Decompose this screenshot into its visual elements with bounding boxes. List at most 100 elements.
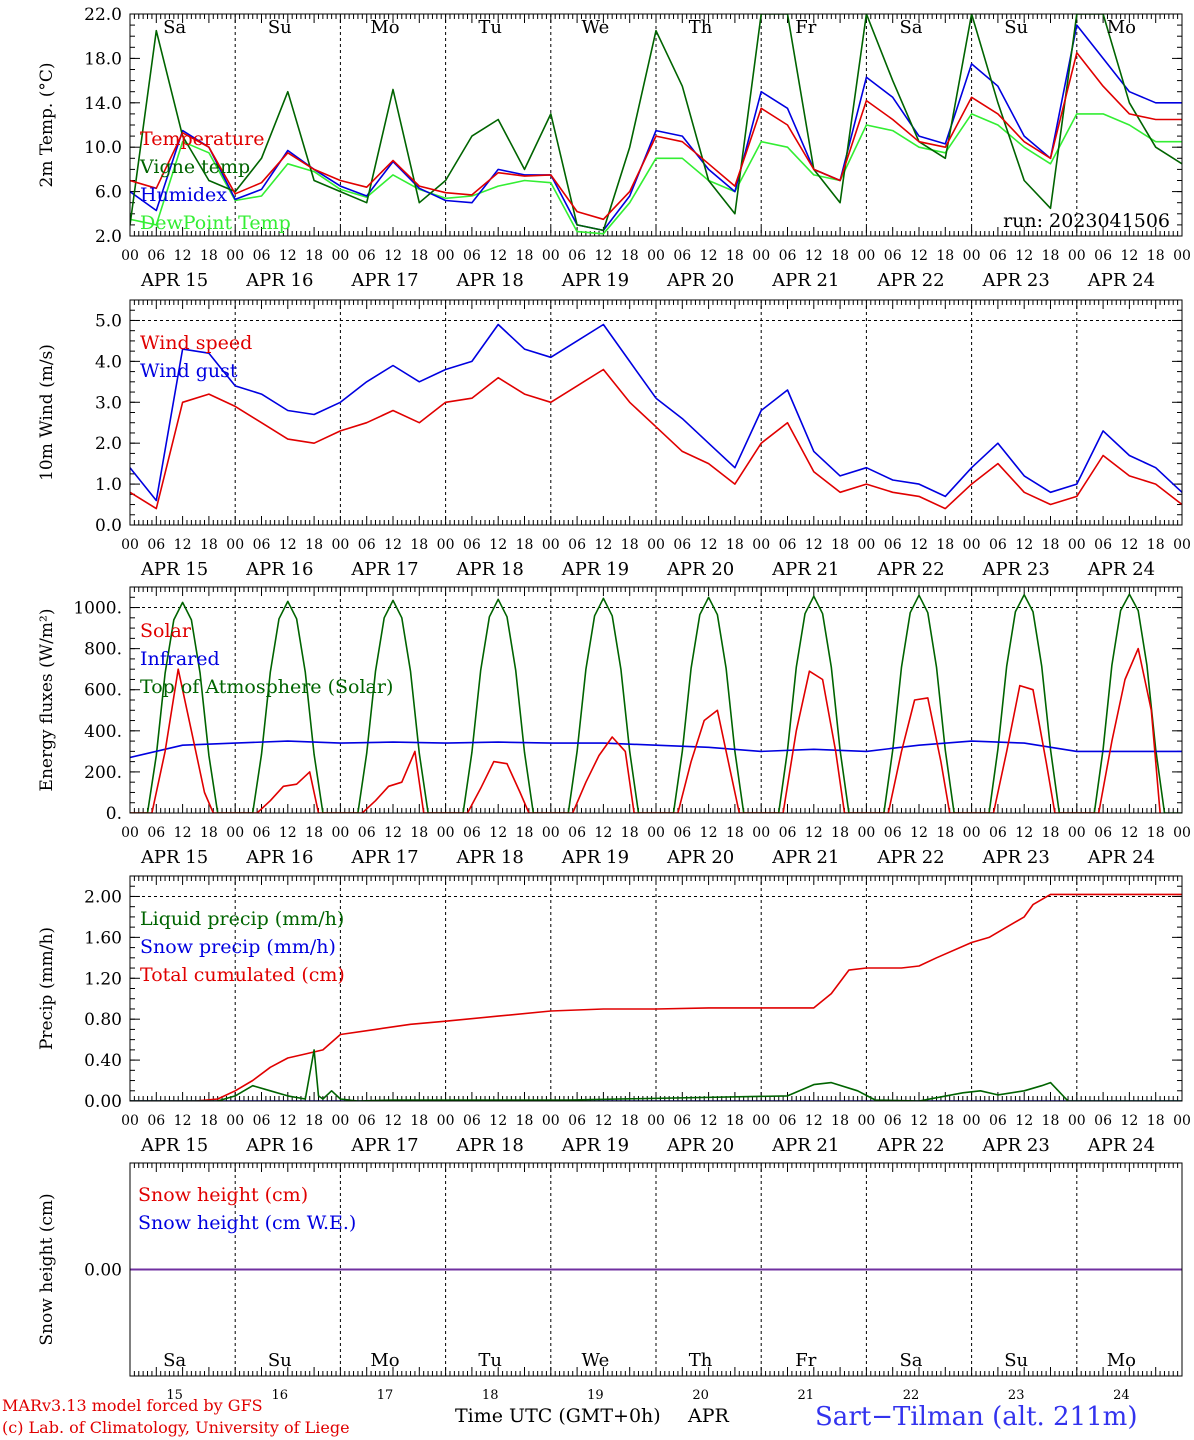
- hour-label: 18: [1147, 1113, 1165, 1129]
- series-liquid-precip-mm-h-: [130, 1049, 1182, 1101]
- hour-label: 00: [121, 248, 139, 264]
- lab-credit: (c) Lab. of Climatology, University of L…: [2, 1418, 350, 1437]
- hour-label: 06: [568, 248, 586, 264]
- y-tick-label: 5.0: [95, 311, 122, 331]
- legend-entry: Vigne temp: [139, 156, 250, 178]
- date-label: APR 21: [771, 1135, 839, 1156]
- hour-label: 12: [279, 1113, 297, 1129]
- day-number-label: 17: [377, 1388, 394, 1403]
- day-number-label: 15: [166, 1388, 183, 1403]
- hour-label: 00: [542, 537, 560, 553]
- hour-label: 06: [253, 248, 271, 264]
- hour-label: 06: [673, 248, 691, 264]
- weekday-label: Sa: [899, 17, 922, 38]
- weekday-label: We: [582, 17, 610, 38]
- day-number-label: 18: [482, 1388, 499, 1403]
- hour-label: 18: [516, 248, 534, 264]
- hour-label: 12: [594, 537, 612, 553]
- hour-label: 18: [1042, 1113, 1060, 1129]
- hour-label: 06: [884, 1113, 902, 1129]
- date-label: APR 15: [140, 559, 208, 580]
- date-label: APR 19: [561, 270, 629, 291]
- hour-label: 00: [857, 1113, 875, 1129]
- series-wind-speed: [130, 368, 1182, 510]
- hour-label: 12: [700, 537, 718, 553]
- weekday-label: Su: [1004, 1350, 1028, 1371]
- y-tick-label: 2.0: [95, 434, 122, 454]
- legend-entry: Liquid precip (mm/h): [140, 908, 344, 930]
- date-label: APR 15: [140, 1135, 208, 1156]
- hour-label: 12: [910, 825, 928, 841]
- date-label: APR 17: [350, 1135, 418, 1156]
- hour-label: 18: [516, 1113, 534, 1129]
- weekday-label: Th: [689, 17, 713, 38]
- y-tick-label: 0.0: [95, 516, 122, 536]
- hour-label: 18: [1042, 825, 1060, 841]
- day-number-label: 20: [692, 1388, 709, 1403]
- date-label: APR 16: [245, 847, 313, 868]
- date-label: APR 17: [350, 559, 418, 580]
- hour-label: 00: [857, 825, 875, 841]
- legend-entry: Snow precip (mm/h): [140, 936, 336, 958]
- hour-label: 06: [1094, 1113, 1112, 1129]
- hour-label: 18: [936, 248, 954, 264]
- date-label: APR 17: [350, 270, 418, 291]
- hour-label: 12: [1015, 825, 1033, 841]
- y-tick-label: 10.0: [84, 138, 122, 158]
- y-tick-label: 1000.: [73, 599, 122, 619]
- legend-entry: Total cumulated (cm): [140, 964, 345, 986]
- hour-label: 00: [542, 825, 560, 841]
- weekday-label: Su: [268, 17, 292, 38]
- series-vigne-temp: [130, 14, 1182, 232]
- hour-label: 18: [200, 1113, 218, 1129]
- weekday-label: Sa: [163, 1350, 186, 1371]
- hour-label: 18: [200, 537, 218, 553]
- hour-label: 00: [963, 537, 981, 553]
- plot-frame: [129, 875, 1183, 1102]
- hour-label: 12: [1015, 537, 1033, 553]
- y-tick-label: 1.60: [84, 928, 122, 948]
- hour-label: 12: [1120, 537, 1138, 553]
- hour-label: 06: [568, 825, 586, 841]
- hour-label: 06: [884, 825, 902, 841]
- date-label: APR 19: [561, 1135, 629, 1156]
- hour-label: 18: [305, 1113, 323, 1129]
- hour-label: 00: [1068, 537, 1086, 553]
- hour-label: 12: [489, 248, 507, 264]
- hour-label: 12: [1120, 1113, 1138, 1129]
- hour-label: 00: [121, 537, 139, 553]
- series-group: [130, 593, 1182, 813]
- series-dewpoint-temp: [130, 113, 1182, 235]
- hour-label: 00: [331, 537, 349, 553]
- series-total-cumulated-cm-: [130, 893, 1182, 1101]
- plot-frame: [129, 586, 1183, 814]
- hour-label: 00: [963, 825, 981, 841]
- hour-label: 18: [305, 825, 323, 841]
- hour-label: 06: [884, 537, 902, 553]
- date-label: APR 21: [771, 847, 839, 868]
- weekday-label: Fr: [795, 1350, 816, 1371]
- day-number-label: 24: [1113, 1388, 1130, 1403]
- weekday-label: Sa: [163, 17, 186, 38]
- legend-entry: Humidex: [140, 184, 227, 206]
- y-tick-label: 0.: [106, 804, 122, 824]
- y-tick-label: 800.: [84, 640, 122, 660]
- hour-label: 06: [673, 1113, 691, 1129]
- weekday-label: Mo: [370, 17, 399, 38]
- hour-label: 00: [226, 825, 244, 841]
- hour-label: 06: [1094, 537, 1112, 553]
- hour-label: 06: [253, 537, 271, 553]
- weekday-label: Tu: [478, 1350, 502, 1371]
- hour-label: 00: [226, 248, 244, 264]
- date-label: APR 16: [245, 270, 313, 291]
- hour-label: 06: [147, 248, 165, 264]
- y-tick-label: 2.0: [95, 227, 122, 247]
- legend-entry: Snow height (cm W.E.): [138, 1212, 356, 1234]
- y-tick-label: 6.0: [95, 183, 122, 203]
- hour-label: 12: [594, 248, 612, 264]
- hour-label: 18: [410, 537, 428, 553]
- date-label: APR 19: [561, 847, 629, 868]
- hour-label: 06: [358, 537, 376, 553]
- y-axis-label: 10m Wind (m/s): [37, 344, 57, 481]
- hour-label: 00: [752, 825, 770, 841]
